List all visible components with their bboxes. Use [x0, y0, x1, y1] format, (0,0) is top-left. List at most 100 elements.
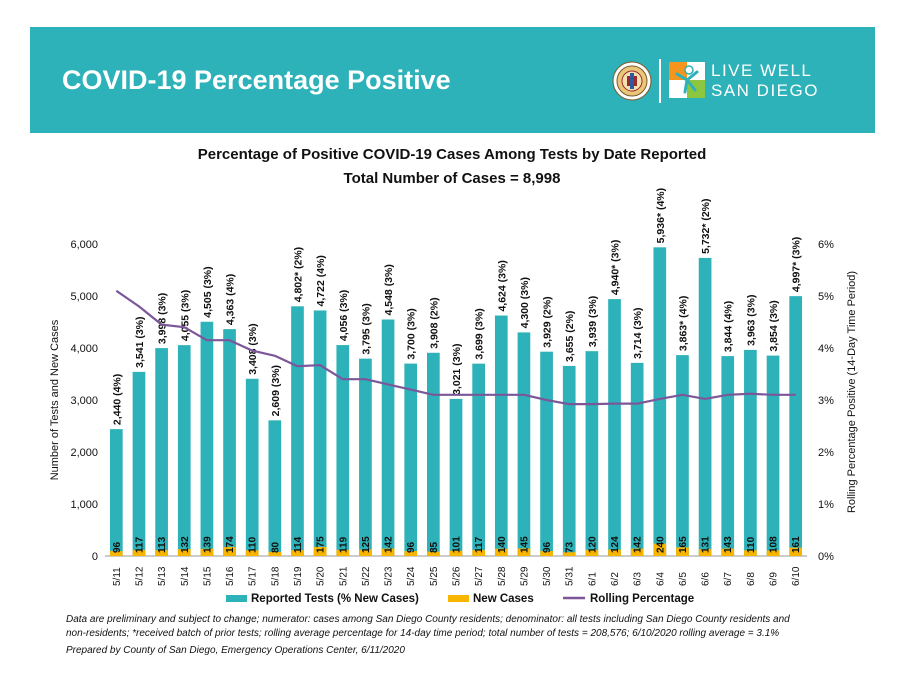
bar-new-cases — [653, 543, 667, 556]
bar-new-cases — [494, 548, 508, 556]
reported-tests-data-label: 3,908 (2%) — [428, 297, 440, 348]
y-tick-label: 1,000 — [70, 499, 98, 511]
bar-reported-tests — [585, 351, 599, 556]
x-tick-label: 5/31 — [565, 566, 576, 586]
new-cases-data-label: 119 — [338, 536, 349, 553]
bar-new-cases — [132, 549, 146, 556]
new-cases-data-label: 125 — [361, 536, 372, 553]
new-cases-data-label: 108 — [769, 536, 780, 553]
reported-tests-data-label: 4,056 (3%) — [338, 290, 350, 341]
new-cases-data-label: 110 — [248, 536, 259, 553]
bar-new-cases — [676, 547, 689, 556]
bar-reported-tests — [653, 247, 667, 556]
new-cases-data-label: 117 — [474, 536, 485, 553]
reported-tests-data-label: 3,939 (3%) — [587, 296, 599, 347]
bar-new-cases — [698, 549, 712, 556]
bar-reported-tests — [449, 398, 463, 556]
bar-new-cases — [721, 548, 735, 556]
new-cases-data-label: 143 — [723, 536, 734, 553]
reported-tests-data-label: 5,936* (4%) — [655, 188, 667, 243]
reported-tests-data-label: 5,732* (2%) — [700, 198, 712, 253]
x-tick-label: 6/1 — [587, 572, 598, 586]
bar-new-cases — [472, 549, 485, 556]
x-tick-label: 6/9 — [769, 572, 780, 586]
bar-new-cases — [517, 548, 531, 556]
x-tick-label: 6/8 — [746, 572, 757, 586]
reported-tests-data-label: 4,300 (3%) — [519, 277, 531, 328]
x-tick-label: 6/7 — [723, 572, 734, 586]
x-tick-label: 5/18 — [270, 566, 281, 586]
reported-tests-data-label: 3,854 (3%) — [768, 300, 780, 351]
bar-new-cases — [268, 551, 282, 556]
rolling-percentage-line — [115, 289, 796, 406]
reported-tests-data-label: 3,541 (3%) — [134, 316, 146, 367]
reported-tests-data-label: 4,548 (3%) — [383, 264, 395, 315]
x-tick-label: 6/3 — [633, 572, 644, 586]
bar-reported-tests — [109, 429, 123, 556]
bar-new-cases — [291, 550, 304, 556]
x-tick-label: 6/2 — [610, 572, 621, 586]
x-tick-label: 5/30 — [542, 566, 553, 586]
bar-reported-tests — [608, 299, 621, 556]
bar-reported-tests — [562, 365, 576, 556]
logo-text-line1: LIVE WELL — [711, 61, 813, 80]
new-cases-data-label: 117 — [134, 536, 145, 553]
x-tick-label: 5/29 — [519, 566, 530, 586]
reported-tests-data-label: 2,609 (3%) — [270, 365, 282, 416]
bar-reported-tests — [766, 355, 780, 556]
footnote-line-1: Data are preliminary and subject to chan… — [66, 614, 790, 625]
new-cases-data-label: 142 — [384, 536, 395, 553]
new-cases-data-label: 114 — [293, 536, 304, 553]
y-tick-label: 3,000 — [70, 395, 98, 407]
x-tick-label: 5/24 — [406, 566, 417, 586]
bar-new-cases — [449, 550, 463, 556]
bar-reported-tests — [313, 310, 327, 556]
bar-new-cases — [744, 550, 757, 556]
y-tick-label: 2,000 — [70, 447, 98, 459]
x-tick-label: 6/6 — [701, 572, 712, 586]
bar-new-cases — [427, 551, 440, 556]
new-cases-data-label: 96 — [542, 541, 553, 553]
new-cases-data-label: 140 — [497, 536, 508, 553]
new-cases-data-label: 96 — [406, 541, 417, 553]
reported-tests-data-label: 4,505 (3%) — [202, 266, 214, 317]
y2-tick-label: 3% — [818, 395, 834, 407]
new-cases-data-label: 175 — [316, 536, 327, 553]
reported-tests-data-label: 3,963 (3%) — [745, 295, 757, 346]
reported-tests-data-label: 3,408 (3%) — [247, 323, 259, 374]
bar-reported-tests — [744, 349, 757, 556]
chart-subtitle: Total Number of Cases = 8,998 — [344, 170, 561, 187]
x-tick-label: 5/20 — [316, 566, 327, 586]
x-tick-label: 6/4 — [655, 572, 666, 586]
bar-reported-tests — [291, 306, 304, 556]
x-tick-label: 5/11 — [112, 567, 123, 586]
bar-reported-tests — [721, 356, 735, 556]
logo-divider — [659, 59, 661, 103]
new-cases-data-label: 240 — [655, 536, 666, 553]
live-well-figure-icon — [669, 62, 705, 98]
new-cases-data-label: 139 — [202, 536, 213, 553]
bar-reported-tests — [268, 420, 282, 556]
bar-new-cases — [177, 549, 191, 556]
bar-reported-tests — [676, 355, 689, 556]
y-tick-label: 5,000 — [70, 291, 98, 303]
bar-reported-tests — [223, 329, 236, 556]
bar-new-cases — [585, 549, 599, 556]
reported-tests-data-label: 3,844 (4%) — [723, 301, 735, 352]
y-tick-label: 6,000 — [70, 239, 98, 251]
reported-tests-data-label: 4,363 (4%) — [225, 274, 237, 325]
reported-tests-data-label: 3,929 (2%) — [542, 296, 554, 347]
x-tick-label: 5/25 — [429, 566, 440, 586]
x-tick-label: 5/13 — [157, 566, 168, 586]
reported-tests-data-label: 3,021 (3%) — [451, 344, 463, 395]
new-cases-data-label: 73 — [565, 541, 576, 553]
y2-tick-label: 5% — [818, 291, 834, 303]
county-seal-icon — [612, 61, 652, 101]
new-cases-data-label: 165 — [678, 536, 689, 553]
bar-reported-tests — [472, 363, 485, 556]
legend-label-new-cases: New Cases — [473, 593, 534, 605]
legend: Reported Tests (% New Cases) New Cases Rol… — [226, 593, 694, 605]
reported-tests-data-label: 3,655 (2%) — [564, 311, 576, 362]
reported-tests-data-label: 2,440 (4%) — [111, 374, 123, 425]
new-cases-data-label: 110 — [746, 536, 757, 553]
